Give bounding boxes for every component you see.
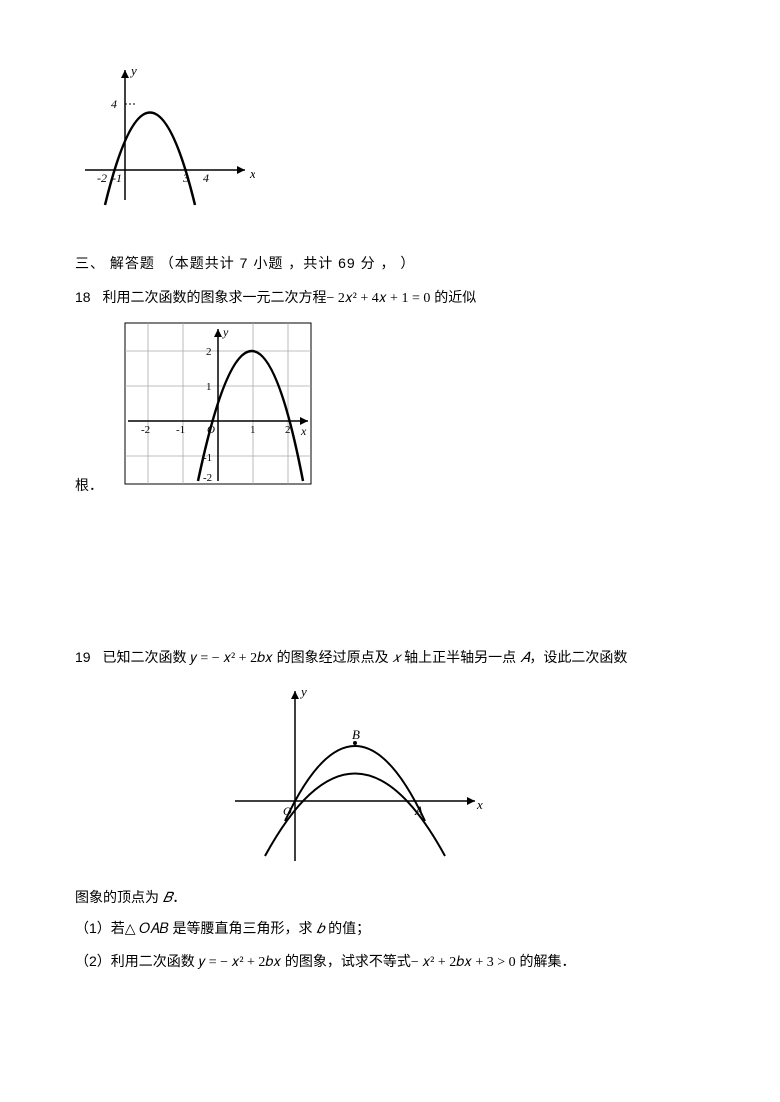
problem-18-tail: 根． — [75, 471, 103, 499]
q19-p2-label: （2）利用二次函数 — [75, 953, 199, 969]
q19-varB: 𝐵 — [163, 891, 172, 906]
svg-text:x: x — [300, 424, 307, 438]
q19-p1-label: （1）若 — [75, 920, 125, 936]
svg-text:A: A — [414, 803, 423, 818]
q19-mid1: 的图象经过原点及 — [273, 649, 393, 665]
q19-period: ． — [172, 889, 186, 905]
q19-varA: 𝐴 — [520, 651, 529, 666]
problem-19-number: 19 — [75, 643, 91, 671]
q19-part1: （1）若△ 𝑂𝐴𝐵 是等腰直角三角形，求 𝑏 的值； — [75, 913, 705, 946]
problem-19: 19 已知二次函数 𝑦 = − 𝑥² + 2𝑏𝑥 的图象经过原点及 𝑥 轴上正半… — [75, 643, 705, 979]
q19-eq1: 𝑦 = − 𝑥² + 2𝑏𝑥 — [190, 651, 272, 666]
problem-18-text-after: 的近似 — [430, 289, 476, 305]
q19-p1-mid: 是等腰直角三角形，求 — [169, 920, 317, 936]
svg-text:1: 1 — [206, 381, 212, 393]
q19-p1-tail: 的值； — [324, 920, 370, 936]
q19-text-before: 已知二次函数 — [102, 649, 190, 665]
q19-part2: （2）利用二次函数 𝑦 = − 𝑥² + 2𝑏𝑥 的图象，试求不等式− 𝑥² +… — [75, 946, 705, 979]
figure-q18-grid: -2 -1 O 1 2 1 2 -1 -2 x y — [123, 321, 313, 495]
q19-p2-mid: 的图象，试求不等式 — [281, 953, 411, 969]
figure-q19: x y O B A — [225, 681, 705, 875]
figure-parabola-top: -2 -1 3 4 4 x y — [75, 60, 705, 213]
section-3-label: 三、 解答题 （本题共计 7 小题 ，共计 69 分 ， ） — [75, 255, 415, 271]
svg-text:2: 2 — [206, 346, 212, 358]
problem-18: 18 利用二次函数的图象求一元二次方程− 2𝑥² + 4𝑥 + 1 = 0 的近… — [75, 283, 705, 503]
q19-after-fig-line: 图象的顶点为 𝐵． — [75, 883, 705, 913]
svg-text:-2: -2 — [141, 424, 150, 436]
svg-text:-1: -1 — [176, 424, 185, 436]
svg-text:y: y — [222, 325, 229, 339]
svg-text:y: y — [299, 684, 307, 699]
q19-p2-eq: 𝑦 = − 𝑥² + 2𝑏𝑥 — [199, 955, 281, 970]
svg-text:-2: -2 — [203, 472, 212, 484]
problem-18-equation: − 2𝑥² + 4𝑥 + 1 = 0 — [326, 291, 430, 306]
problem-18-number: 18 — [75, 283, 91, 311]
q19-p2-ineq: − 𝑥² + 2𝑏𝑥 + 3 > 0 — [411, 955, 516, 970]
svg-text:x: x — [476, 797, 483, 812]
svg-text:y: y — [129, 63, 137, 78]
q19-p1-tri: △ 𝑂𝐴𝐵 — [125, 922, 169, 937]
svg-text:4: 4 — [203, 171, 209, 185]
q18-svg: -2 -1 O 1 2 1 2 -1 -2 x y — [123, 321, 313, 486]
q19-mid2: 轴上正半轴另一点 — [400, 649, 520, 665]
svg-text:-2: -2 — [97, 171, 107, 185]
svg-text:x: x — [249, 166, 255, 181]
q19-mid3: ，设此二次函数 — [529, 649, 627, 665]
section-3-header: 三、 解答题 （本题共计 7 小题 ，共计 69 分 ， ） — [75, 253, 705, 273]
svg-text:4: 4 — [111, 97, 117, 111]
parabola-top-svg: -2 -1 3 4 4 x y — [75, 60, 255, 210]
svg-text:B: B — [352, 727, 360, 742]
problem-18-text-before: 利用二次函数的图象求一元二次方程 — [102, 289, 326, 305]
svg-text:1: 1 — [250, 424, 256, 436]
q19-svg: x y O B A — [225, 681, 485, 866]
spacer — [75, 523, 705, 643]
q19-after-fig: 图象的顶点为 — [75, 889, 163, 905]
q19-p2-tail: 的解集． — [516, 953, 576, 969]
